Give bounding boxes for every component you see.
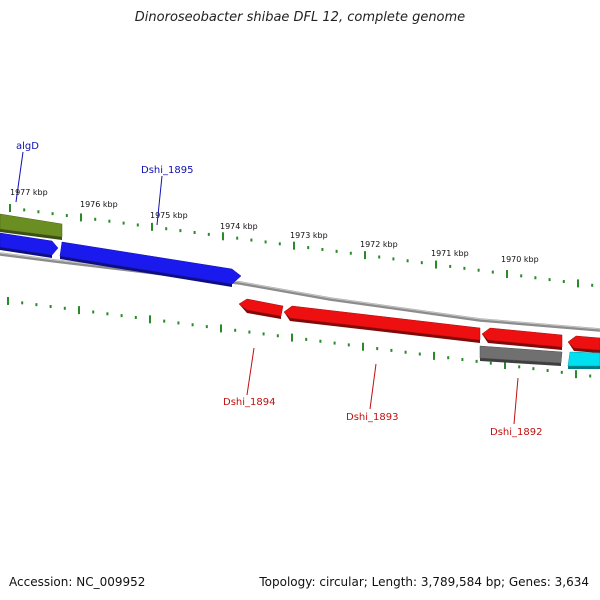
algd-label: algD xyxy=(16,141,39,152)
backbone xyxy=(0,252,600,332)
dshi-1894-leader-line xyxy=(246,347,255,396)
dshi-1893-label: Dshi_1893 xyxy=(346,412,398,423)
inner-tick-track xyxy=(7,297,592,379)
backbone-highlight xyxy=(0,252,600,330)
kbp-label: 1972 kbp xyxy=(360,240,398,249)
dshi-1892-arrow-shadow xyxy=(480,358,561,366)
gene-9-arrow xyxy=(567,351,600,367)
genome-summary: Topology: circular; Length: 3,789,584 bp… xyxy=(259,575,589,589)
algd-arrow xyxy=(0,213,63,238)
algd-arrow-shadow xyxy=(0,229,62,240)
algd-leader-line xyxy=(15,151,24,203)
dshi-1892-leader-line xyxy=(513,377,519,425)
gene-2-arrow xyxy=(0,232,59,256)
dshi-1895-arrow-shadow xyxy=(60,256,232,287)
kbp-label: 1970 kbp xyxy=(501,255,539,264)
kbp-label: 1975 kbp xyxy=(150,211,188,220)
kbp-label: 1971 kbp xyxy=(431,249,469,258)
gene-6-arrow xyxy=(481,327,563,348)
kbp-scale: 1977 kbp 1976 kbp 1975 kbp 1974 kbp 1973 kbp… xyxy=(10,188,539,264)
dshi-1893-arrow-shadow xyxy=(284,312,480,343)
map-title: Dinoroseobacter shibae DFL 12, complete … xyxy=(134,10,466,25)
gene-9-arrow-shadow xyxy=(568,366,600,369)
kbp-label: 1974 kbp xyxy=(220,222,258,231)
dshi-1892-label: Dshi_1892 xyxy=(490,427,542,438)
gene-7-arrow xyxy=(567,335,600,351)
outer-tick-track xyxy=(9,204,594,288)
dshi-1892-arrow xyxy=(479,345,563,364)
dshi-1894-label: Dshi_1894 xyxy=(223,397,275,408)
kbp-label: 1973 kbp xyxy=(290,231,328,240)
gene-7-arrow-shadow xyxy=(568,342,600,353)
kbp-label: 1976 kbp xyxy=(80,200,118,209)
dshi-1895-label: Dshi_1895 xyxy=(141,165,193,176)
gene-6-arrow-shadow xyxy=(482,334,562,350)
gene-label-layer: algD Dshi_1895 Dshi_1894 Dshi_1893 Dshi_1892 xyxy=(15,141,542,438)
dshi-1894-arrow xyxy=(238,298,284,317)
dshi-1895-leader-line xyxy=(156,175,163,226)
dshi-1893-leader-line xyxy=(369,363,377,410)
dshi-1893-arrow xyxy=(283,305,481,341)
dshi-1895-arrow xyxy=(59,241,242,285)
kbp-label: 1977 kbp xyxy=(10,188,48,197)
gene-track xyxy=(0,213,600,369)
accession-text: Accession: NC_009952 xyxy=(9,575,146,589)
dshi-1894-arrow-shadow xyxy=(239,304,281,319)
gene-2-arrow-shadow xyxy=(0,247,52,258)
